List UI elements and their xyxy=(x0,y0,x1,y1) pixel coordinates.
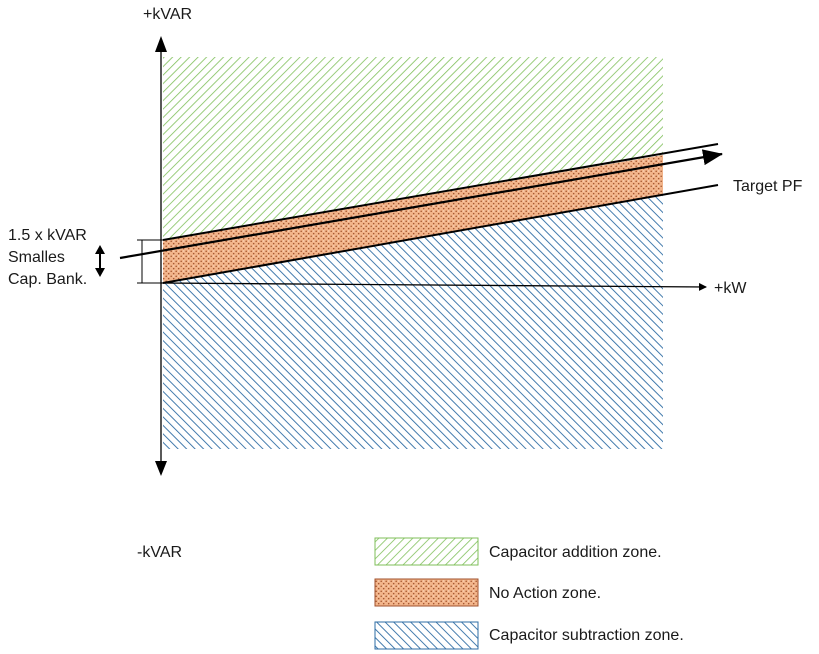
capacitor-subtraction-zone xyxy=(163,195,663,449)
no-action-zone xyxy=(163,155,663,283)
legend-swatch-subtraction xyxy=(374,621,479,650)
legend-swatch-no-action xyxy=(374,578,479,607)
band-label-line-3: Cap. Bank. xyxy=(8,271,88,288)
band-label-line-2: Smalles xyxy=(8,249,65,266)
lower-band-line xyxy=(162,184,719,284)
kvar-axis-arrow-up-icon xyxy=(155,36,167,52)
legend-swatch-addition xyxy=(374,537,479,566)
legend-label-subtraction: Capacitor subtraction zone. xyxy=(489,627,684,644)
kw-axis xyxy=(160,282,707,291)
y-axis-negative-label: -kVAR xyxy=(137,544,183,561)
capacitor-addition-zone xyxy=(163,57,663,240)
legend-label-no-action: No Action zone. xyxy=(489,585,602,602)
legend-label-addition: Capacitor addition zone. xyxy=(489,544,662,561)
kvar-axis-arrow-down-icon xyxy=(155,461,167,476)
x-axis-positive-label: +kW xyxy=(714,280,747,297)
target-pf-arrow xyxy=(119,149,723,260)
y-axis-positive-label: +kVAR xyxy=(143,6,193,23)
band-label-line-1: 1.5 x kVAR xyxy=(8,227,87,244)
double-arrow-icon xyxy=(95,245,105,277)
upper-band-line xyxy=(162,143,719,241)
target-pf-label: Target PF xyxy=(733,178,803,195)
